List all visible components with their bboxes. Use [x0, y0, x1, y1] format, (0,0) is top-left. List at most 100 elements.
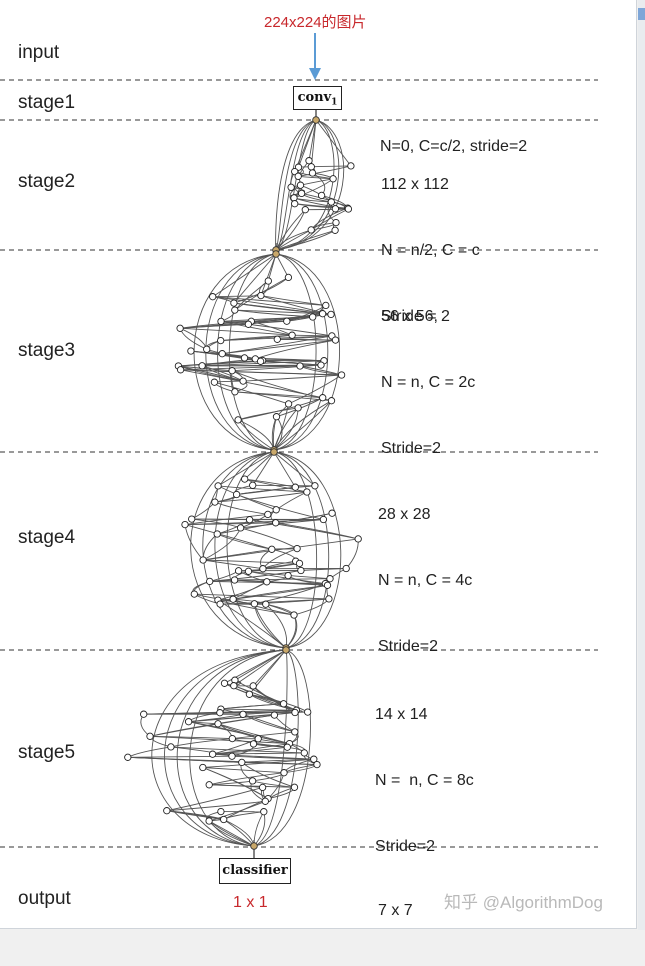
dag-node — [265, 511, 271, 517]
scrollbar-edge[interactable] — [638, 0, 645, 930]
annotation-output: 7 x 7 — [378, 856, 413, 966]
dag-node — [330, 176, 336, 182]
dag-node — [345, 206, 351, 212]
edge — [180, 328, 207, 349]
dag-node — [221, 816, 227, 822]
dag-node — [260, 566, 266, 572]
annotation-line: Stride=2 — [381, 438, 475, 460]
dag-node — [257, 358, 263, 364]
stage3-edges — [178, 254, 341, 450]
dag-node — [326, 596, 332, 602]
dag-node — [177, 325, 183, 331]
stage2-graph — [273, 117, 354, 254]
stage4-graph — [182, 449, 362, 652]
stage-input-node — [283, 647, 290, 654]
dag-node — [168, 744, 174, 750]
dag-node — [218, 337, 224, 343]
scrollbar-thumb[interactable] — [638, 8, 645, 20]
dag-node — [204, 346, 210, 352]
dag-node — [355, 536, 361, 542]
dag-node — [280, 701, 286, 707]
stage-input-node — [313, 117, 320, 124]
dag-node — [188, 348, 194, 354]
annotation-line: Stride=2 — [375, 836, 474, 858]
dag-node — [206, 782, 212, 788]
dag-node — [219, 351, 225, 357]
dag-node — [264, 579, 270, 585]
dag-node — [295, 173, 301, 179]
edge — [274, 452, 315, 486]
dag-node — [292, 729, 298, 735]
conv-label: conv — [298, 90, 332, 105]
dag-node — [229, 735, 235, 741]
edge — [254, 812, 264, 846]
edge — [261, 296, 326, 306]
dag-node — [250, 482, 256, 488]
edge — [272, 549, 296, 561]
edge — [346, 539, 358, 569]
dag-node — [231, 683, 237, 689]
dag-node — [292, 201, 298, 207]
dag-node — [215, 721, 221, 727]
dag-node — [298, 190, 304, 196]
edge — [253, 485, 315, 486]
edge — [221, 709, 297, 710]
dag-node — [261, 809, 267, 815]
dag-node — [200, 764, 206, 770]
dag-node — [332, 206, 338, 212]
dag-node — [259, 784, 265, 790]
edge — [284, 765, 317, 773]
dag-node — [217, 601, 223, 607]
dag-node — [309, 170, 315, 176]
annotation-line: N = n, C = 2c — [381, 372, 475, 394]
edge — [215, 492, 307, 502]
annotation-line: Stride=2 — [378, 636, 472, 658]
stage-label-stage5: stage5 — [18, 742, 75, 764]
dag-node — [291, 612, 297, 618]
annotation-line: N = n, C = 8c — [375, 770, 474, 792]
stage-label-output: output — [18, 888, 71, 910]
edge — [232, 756, 314, 759]
dag-node — [218, 808, 224, 814]
dag-node — [333, 219, 339, 225]
edge — [128, 757, 242, 762]
dag-node — [320, 395, 326, 401]
dag-node — [343, 565, 349, 571]
dag-node — [230, 596, 236, 602]
dag-node — [207, 578, 213, 584]
dag-node — [250, 741, 256, 747]
dag-node — [301, 750, 307, 756]
dag-node — [218, 318, 224, 324]
dag-node — [295, 405, 301, 411]
edge — [180, 328, 207, 349]
dag-node — [245, 321, 251, 327]
edge — [213, 296, 261, 297]
dag-node — [265, 278, 271, 284]
edge — [221, 704, 284, 709]
dag-node — [273, 520, 279, 526]
dag-node — [210, 294, 216, 300]
dag-node — [217, 710, 223, 716]
edge — [217, 520, 249, 534]
dag-node — [241, 355, 247, 361]
edge — [253, 773, 284, 781]
stage-label-input: input — [18, 42, 59, 64]
dag-node — [231, 300, 237, 306]
dag-node — [292, 484, 298, 490]
edge — [311, 166, 351, 167]
edge — [277, 339, 335, 340]
edge — [305, 209, 348, 210]
conv-block: conv1 — [293, 86, 342, 110]
dag-node — [147, 733, 153, 739]
dag-node — [304, 489, 310, 495]
edge — [167, 811, 224, 820]
dag-node — [292, 709, 298, 715]
dag-node — [285, 274, 291, 280]
dag-node — [245, 568, 251, 574]
random-wired-dags — [125, 117, 362, 850]
edge — [224, 812, 264, 820]
dag-node — [274, 336, 280, 342]
dag-node — [328, 199, 334, 205]
dag-node — [212, 499, 218, 505]
dag-node — [262, 798, 268, 804]
